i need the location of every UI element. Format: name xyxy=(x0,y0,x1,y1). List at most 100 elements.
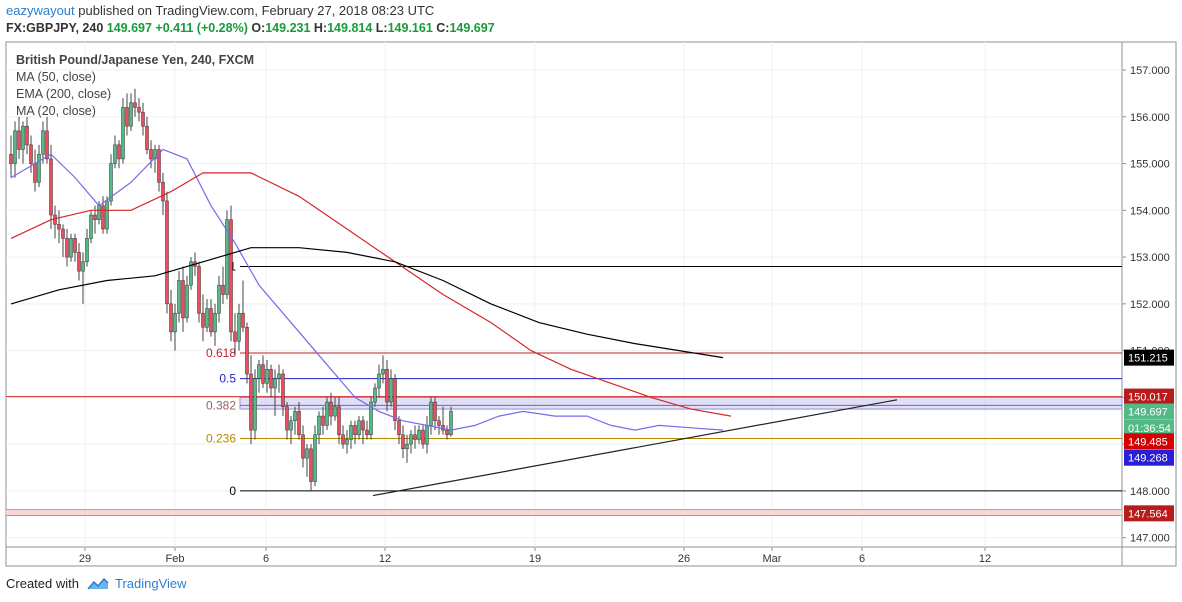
grid xyxy=(6,42,1122,547)
legend-ma50[interactable]: MA (50, close) xyxy=(16,70,96,84)
fib-level-label: 0 xyxy=(229,484,236,498)
price-axis[interactable]: 147.000148.000149.000150.000151.000152.0… xyxy=(1122,65,1170,545)
candle-body xyxy=(77,252,81,272)
candle-body xyxy=(425,425,429,445)
candle-body xyxy=(333,406,337,417)
candle-body xyxy=(373,387,377,403)
candle-body xyxy=(205,308,209,328)
candle-body xyxy=(285,406,289,431)
time-tick-label: 12 xyxy=(979,553,991,565)
tradingview-logo-icon xyxy=(87,577,109,589)
symbol-label: FX:GBPJPY, 240 xyxy=(6,21,104,35)
candle-body xyxy=(73,238,77,253)
price-label-text: 151.215 xyxy=(1128,353,1168,365)
candle-body xyxy=(325,401,329,426)
candle-body xyxy=(221,284,225,295)
candle-body xyxy=(361,420,365,431)
support-zone[interactable] xyxy=(239,396,1123,410)
candle-body xyxy=(257,364,261,379)
candle-body xyxy=(213,312,217,333)
candle-body xyxy=(277,373,281,379)
time-tick-label: 6 xyxy=(859,553,865,565)
candle-body xyxy=(25,125,29,146)
price-label-box xyxy=(1124,433,1174,450)
time-tick-label: 26 xyxy=(678,553,690,565)
price-label-box xyxy=(1124,449,1174,466)
horizontal-lines[interactable] xyxy=(6,396,1122,516)
tradingview-link[interactable]: TradingView xyxy=(114,576,187,591)
candle-body xyxy=(121,107,125,160)
candle-body xyxy=(317,415,321,436)
time-tick-label: 29 xyxy=(79,553,91,565)
candle-body xyxy=(309,448,313,482)
price-label-text: 147.564 xyxy=(1128,508,1168,520)
price-label-box xyxy=(1124,388,1174,405)
ohlc-line: FX:GBPJPY, 240 149.697 +0.411 (+0.28%) O… xyxy=(6,21,495,35)
support-band[interactable] xyxy=(6,509,1122,516)
candle-body xyxy=(225,219,229,295)
time-axis[interactable]: 29 Feb 6 12 19 26 Mar 6 12 xyxy=(79,547,991,565)
candle-body xyxy=(297,411,301,436)
change-value: +0.411 (+0.28%) xyxy=(155,21,248,35)
indicator-lines xyxy=(10,148,732,431)
candle-body xyxy=(229,219,233,333)
legend-ema200[interactable]: EMA (200, close) xyxy=(16,87,111,101)
publish-info: published on TradingView.com, February 2… xyxy=(78,3,435,18)
high-label: H: xyxy=(313,21,328,35)
candle-body xyxy=(133,102,137,108)
candle-body xyxy=(109,163,113,202)
candle-body xyxy=(409,434,413,445)
candle-body xyxy=(89,214,93,239)
close-label: C: xyxy=(436,21,450,35)
candle-body xyxy=(153,149,157,160)
fibonacci-retracement[interactable]: 1 0.618 0.5 0.382 0.236 0 xyxy=(206,259,1122,498)
candle-body xyxy=(157,149,161,183)
fib-level-label: 0.382 xyxy=(206,398,236,412)
candle-body xyxy=(217,284,221,314)
candle-body xyxy=(305,448,309,459)
candle-body xyxy=(265,369,269,384)
time-tick-label: 6 xyxy=(263,553,269,565)
candle-body xyxy=(445,429,449,436)
candle-body xyxy=(385,369,389,403)
price-tick-label: 154.000 xyxy=(1130,205,1170,217)
time-tick-label: Mar xyxy=(763,553,782,565)
support-zone-box[interactable] xyxy=(239,396,1123,410)
candle-body xyxy=(137,107,141,113)
price-tick-label: 156.000 xyxy=(1130,112,1170,124)
candle-body xyxy=(189,261,193,286)
open-value: 149.231 xyxy=(265,21,311,35)
high-value: 149.814 xyxy=(327,21,373,35)
trendline[interactable] xyxy=(372,399,898,497)
candle-body xyxy=(161,182,165,202)
candle-body xyxy=(41,130,45,155)
legend-ma20[interactable]: MA (20, close) xyxy=(16,104,96,118)
candle-body xyxy=(321,415,325,426)
low-label: L: xyxy=(375,21,388,35)
candle-body xyxy=(353,425,357,436)
candle-body xyxy=(165,200,169,305)
price-label-text: 150.017 xyxy=(1128,392,1168,404)
ascending-trendline[interactable] xyxy=(372,399,898,497)
candle-body xyxy=(337,406,341,436)
candle-body xyxy=(417,429,421,440)
candle-body xyxy=(117,144,121,160)
low-value: 149.161 xyxy=(387,21,433,35)
candle-body xyxy=(93,214,97,220)
created-with-label: Created with xyxy=(6,576,79,591)
candle-body xyxy=(381,369,385,375)
candle-body xyxy=(197,266,201,314)
price-label-box xyxy=(1124,419,1174,436)
author-link[interactable]: eazywayout xyxy=(6,3,75,18)
indicator-line xyxy=(10,148,724,431)
candle-body xyxy=(437,420,441,426)
candle-body xyxy=(377,373,381,389)
candle-body xyxy=(53,214,57,225)
last-price: 149.697 xyxy=(106,21,152,35)
price-label-box xyxy=(1124,403,1174,420)
candle-body xyxy=(245,326,249,375)
price-tick-label: 147.000 xyxy=(1130,533,1170,545)
candle-body xyxy=(289,420,293,431)
